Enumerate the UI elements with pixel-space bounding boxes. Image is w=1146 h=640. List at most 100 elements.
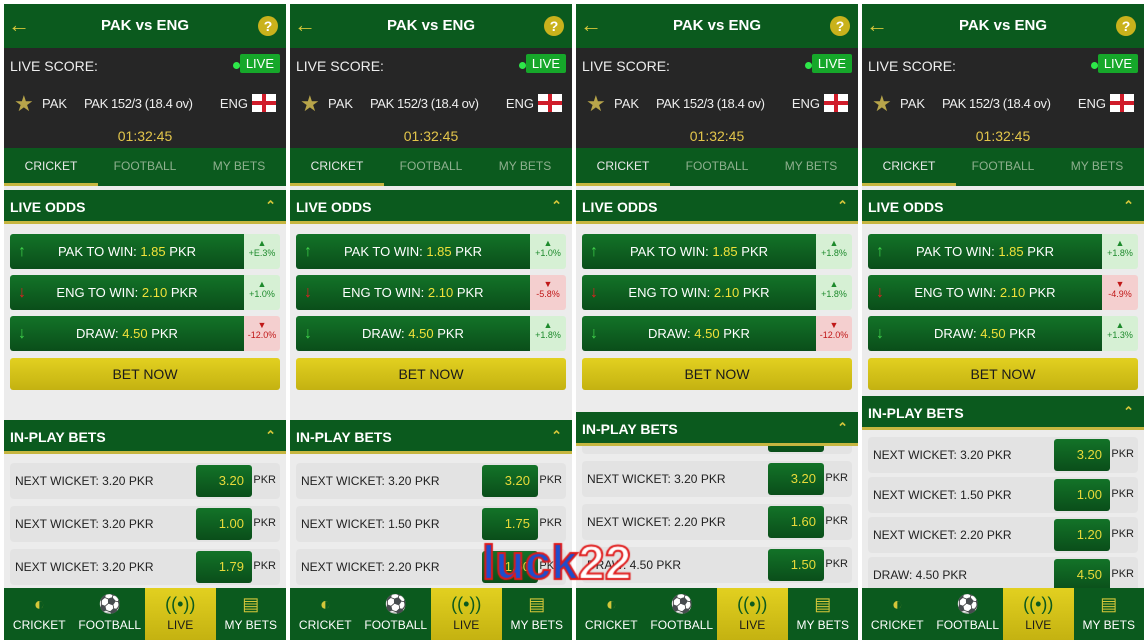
odds-button[interactable]: ↓ DRAW: 4.50 PKR (296, 316, 530, 351)
odds-row[interactable]: ↓ ENG TO WIN: 2.10 PKR ▼ -4.9% (868, 275, 1138, 310)
tab-football[interactable]: FOOTBALL (685, 159, 749, 173)
nav-live[interactable]: ((•)) LIVE (1003, 588, 1074, 640)
odds-row[interactable]: ↑ PAK TO WIN: 1.85 PKR ▲ +E.3% (10, 234, 280, 269)
live-odds-header[interactable]: LIVE ODDS ⌃ (4, 190, 286, 224)
nav-my-bets[interactable]: ▤ MY BETS (1074, 588, 1145, 640)
nav-my-bets[interactable]: ▤ MY BETS (788, 588, 859, 640)
odds-button[interactable]: ↓ ENG TO WIN: 2.10 PKR (582, 275, 816, 310)
nav-cricket[interactable]: ◐ CRICKET (4, 588, 75, 640)
odds-row[interactable]: ↓ DRAW: 4.50 PKR ▲ +1.3% (868, 316, 1138, 351)
bet-now-button[interactable]: BET NOW (868, 358, 1138, 390)
bet-row[interactable]: NEXT WICKET: 1.50 PKR 1.75 PKR (296, 506, 566, 542)
bet-odds-button[interactable]: 1.79 (196, 551, 252, 583)
odds-row[interactable]: ↓ ENG TO WIN: 2.10 PKR ▲ +1.8% (582, 275, 852, 310)
tab-my-bets[interactable]: MY BETS (212, 159, 266, 173)
bet-row[interactable]: NEXT WICKET: 3.20 PKR 3.20 PKR (868, 437, 1138, 473)
bet-odds-button[interactable]: 3.20 (768, 463, 824, 495)
back-arrow-icon[interactable]: ← (866, 12, 888, 37)
odds-button[interactable]: ↑ PAK TO WIN: 1.85 PKR (296, 234, 530, 269)
tab-football[interactable]: FOOTBALL (113, 159, 177, 173)
bet-row[interactable]: NEXT WICKET: 3.20 PKR 1.79 PKR (10, 549, 280, 585)
in-play-header[interactable]: IN-PLAY BETS ⌃ (862, 396, 1144, 430)
odds-row[interactable]: ↑ PAK TO WIN: 1.85 PKR ▲ +1.0% (296, 234, 566, 269)
bet-now-button[interactable]: BET NOW (296, 358, 566, 390)
chevron-up-icon[interactable]: ⌃ (551, 198, 562, 213)
tab-cricket[interactable]: CRICKET (4, 148, 98, 186)
nav-cricket[interactable]: ◐ CRICKET (862, 588, 933, 640)
bet-odds-button[interactable]: 1.50 (482, 551, 538, 583)
chevron-up-icon[interactable]: ⌃ (551, 428, 562, 443)
odds-row[interactable]: ↓ DRAW: 4.50 PKR ▼ -12.0% (10, 316, 280, 351)
odds-button[interactable]: ↓ ENG TO WIN: 2.10 PKR (296, 275, 530, 310)
bet-row[interactable]: NEXT WICKET: 2.20 PKR 1.60 PKR (582, 504, 852, 540)
nav-my-bets[interactable]: ▤ MY BETS (502, 588, 573, 640)
help-button[interactable]: ? (830, 16, 850, 36)
nav-cricket[interactable]: ◐ CRICKET (576, 588, 647, 640)
bet-odds-button[interactable]: 1.60 (768, 506, 824, 538)
bet-row[interactable]: NEXT WICKET: 3.20 PKR 3.20 PKR (296, 463, 566, 499)
chevron-up-icon[interactable]: ⌃ (265, 428, 276, 443)
live-odds-header[interactable]: LIVE ODDS ⌃ (290, 190, 572, 224)
bet-odds-button[interactable]: 3.20 (482, 465, 538, 497)
bet-row[interactable]: NEXT WICKET: 2.20 PKR 1.50 PKR (296, 549, 566, 585)
bet-now-button[interactable]: BET NOW (10, 358, 280, 390)
bet-row[interactable]: NEXT WICKET: 2.20 PKR 1.20 PKR (868, 517, 1138, 553)
bet-row[interactable]: NEXT WICKET: 1.50 PKR 1.00 PKR (868, 477, 1138, 513)
nav-live[interactable]: ((•)) LIVE (431, 588, 502, 640)
chevron-up-icon[interactable]: ⌃ (837, 198, 848, 213)
live-odds-header[interactable]: LIVE ODDS ⌃ (576, 190, 858, 224)
bet-now-button[interactable]: BET NOW (582, 358, 852, 390)
nav-live[interactable]: ((•)) LIVE (145, 588, 216, 640)
odds-button[interactable]: ↓ DRAW: 4.50 PKR (10, 316, 244, 351)
odds-button[interactable]: ↓ ENG TO WIN: 2.10 PKR (10, 275, 244, 310)
tab-football[interactable]: FOOTBALL (399, 159, 463, 173)
help-button[interactable]: ? (258, 16, 278, 36)
in-play-header[interactable]: IN-PLAY BETS ⌃ (576, 412, 858, 446)
odds-row[interactable]: ↓ ENG TO WIN: 2.10 PKR ▼ -5.8% (296, 275, 566, 310)
bet-odds-button[interactable]: 1.00 (1054, 479, 1110, 511)
bet-row[interactable]: DRAW: 4.50 PKR 1.50 PKR (582, 547, 852, 583)
bet-odds-button[interactable]: 4.50 (1054, 559, 1110, 588)
nav-my-bets[interactable]: ▤ MY BETS (216, 588, 287, 640)
bet-row[interactable]: NEXT WICKET: 3.20 PKR 3.20 PKR (10, 463, 280, 499)
in-play-header[interactable]: IN-PLAY BETS ⌃ (290, 420, 572, 454)
odds-button[interactable]: ↓ ENG TO WIN: 2.10 PKR (868, 275, 1102, 310)
tab-football[interactable]: FOOTBALL (971, 159, 1035, 173)
tab-cricket[interactable]: CRICKET (290, 148, 384, 186)
chevron-up-icon[interactable]: ⌃ (1123, 198, 1134, 213)
bet-odds-button[interactable]: 3.20 (196, 465, 252, 497)
odds-button[interactable]: ↓ DRAW: 4.50 PKR (582, 316, 816, 351)
in-play-header[interactable]: IN-PLAY BETS ⌃ (4, 420, 286, 454)
bet-odds-button[interactable]: 1.20 (1054, 519, 1110, 551)
bet-odds-button[interactable]: 1.00 (196, 508, 252, 540)
odds-row[interactable]: ↓ DRAW: 4.50 PKR ▼ -12.0% (582, 316, 852, 351)
odds-button[interactable]: ↑ PAK TO WIN: 1.85 PKR (582, 234, 816, 269)
nav-football[interactable]: ⚽ FOOTBALL (75, 588, 146, 640)
back-arrow-icon[interactable]: ← (8, 12, 30, 37)
help-button[interactable]: ? (1116, 16, 1136, 36)
bet-row[interactable]: NEXT WICKET: 3.20 PKR 1.00 PKR (10, 506, 280, 542)
bet-row[interactable]: NEXT WICKET: 3.20 PKR 3.20 PKR (582, 461, 852, 497)
nav-football[interactable]: ⚽ FOOTBALL (361, 588, 432, 640)
nav-live[interactable]: ((•)) LIVE (717, 588, 788, 640)
odds-button[interactable]: ↓ DRAW: 4.50 PKR (868, 316, 1102, 351)
back-arrow-icon[interactable]: ← (580, 12, 602, 37)
chevron-up-icon[interactable]: ⌃ (265, 198, 276, 213)
odds-row[interactable]: ↓ DRAW: 4.50 PKR ▲ +1.8% (296, 316, 566, 351)
nav-football[interactable]: ⚽ FOOTBALL (647, 588, 718, 640)
nav-cricket[interactable]: ◐ CRICKET (290, 588, 361, 640)
bet-row[interactable]: DRAW: 4.50 PKR 4.50 PKR (868, 557, 1138, 588)
tab-cricket[interactable]: CRICKET (576, 148, 670, 186)
chevron-up-icon[interactable]: ⌃ (1123, 404, 1134, 419)
odds-row[interactable]: ↑ PAK TO WIN: 1.85 PKR ▲ +1.8% (582, 234, 852, 269)
chevron-up-icon[interactable]: ⌃ (837, 420, 848, 435)
bet-odds-button[interactable]: 1.50 (768, 549, 824, 581)
odds-row[interactable]: ↑ PAK TO WIN: 1.85 PKR ▲ +1.8% (868, 234, 1138, 269)
tab-my-bets[interactable]: MY BETS (1070, 159, 1124, 173)
bet-odds-button[interactable]: 1.75 (482, 508, 538, 540)
odds-button[interactable]: ↑ PAK TO WIN: 1.85 PKR (10, 234, 244, 269)
help-button[interactable]: ? (544, 16, 564, 36)
live-odds-header[interactable]: LIVE ODDS ⌃ (862, 190, 1144, 224)
tab-my-bets[interactable]: MY BETS (498, 159, 552, 173)
tab-cricket[interactable]: CRICKET (862, 148, 956, 186)
